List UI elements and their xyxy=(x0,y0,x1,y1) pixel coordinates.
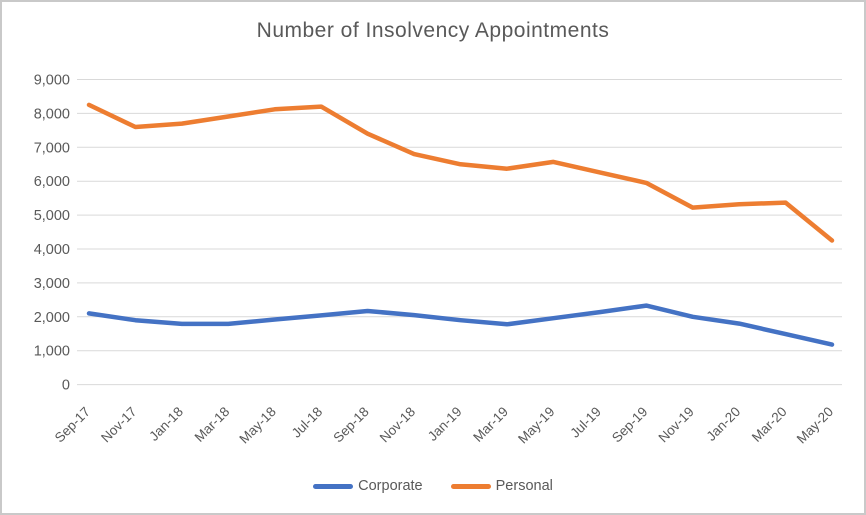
x-tick-label: Jul-19 xyxy=(567,404,604,441)
chart-title: Number of Insolvency Appointments xyxy=(256,19,610,42)
x-tick-label: May-18 xyxy=(236,404,278,446)
x-tick-label: Sep-18 xyxy=(330,404,371,445)
x-tick-label: May-20 xyxy=(794,404,836,446)
personal-line-series xyxy=(86,102,835,243)
x-tick-label: Nov-19 xyxy=(655,404,696,445)
y-tick-label: 8,000 xyxy=(34,106,70,122)
x-tick-label: Nov-18 xyxy=(377,404,418,445)
corporate-line-series xyxy=(86,303,835,347)
personal-legend-swatch-icon xyxy=(450,483,491,489)
x-tick-label: May-19 xyxy=(515,404,557,446)
legend-item-corporate[interactable]: Corporate xyxy=(313,478,423,494)
corporate-legend-swatch-icon xyxy=(313,483,354,489)
x-tick-label: Mar-19 xyxy=(470,404,511,445)
y-tick-label: 3,000 xyxy=(34,276,70,292)
chart-legend: Corporate Personal xyxy=(2,478,864,494)
x-tick-label: Mar-20 xyxy=(749,404,790,445)
y-tick-label: 7,000 xyxy=(34,140,70,156)
legend-item-personal[interactable]: Personal xyxy=(450,478,553,494)
x-tick-label: Sep-17 xyxy=(52,404,93,445)
x-tick-label: Jan-18 xyxy=(146,404,186,444)
y-tick-label: 9,000 xyxy=(34,73,70,89)
legend-label: Personal xyxy=(495,478,553,494)
y-tick-label: 5,000 xyxy=(34,208,70,224)
x-tick-label: Sep-19 xyxy=(609,404,650,445)
y-tick-label: 0 xyxy=(62,378,70,394)
x-tick-label: Jan-20 xyxy=(703,404,743,444)
y-tick-label: 6,000 xyxy=(34,174,70,190)
y-tick-label: 2,000 xyxy=(34,310,70,326)
x-tick-label: Mar-18 xyxy=(192,404,233,445)
y-tick-label: 4,000 xyxy=(34,242,70,258)
legend-label: Corporate xyxy=(358,478,423,494)
x-tick-label: Nov-17 xyxy=(98,404,139,445)
x-tick-label: Jul-18 xyxy=(289,404,326,441)
x-tick-label: Jan-19 xyxy=(425,404,465,444)
y-tick-label: 1,000 xyxy=(34,344,70,360)
